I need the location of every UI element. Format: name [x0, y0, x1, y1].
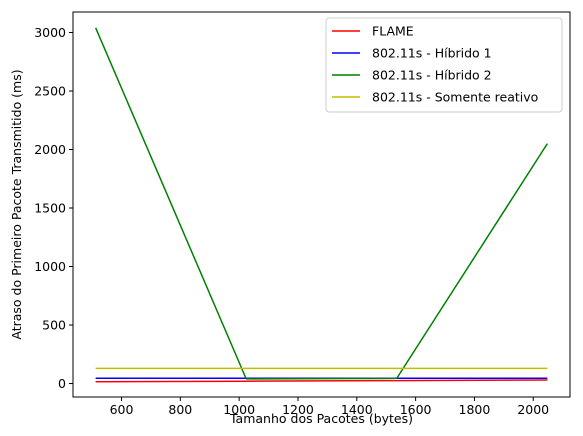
y-tick-label: 2500 — [34, 83, 66, 98]
y-tick-label: 3000 — [34, 25, 66, 40]
legend-label-3: 802.11s - Somente reativo — [372, 90, 538, 105]
x-tick-label: 1800 — [459, 402, 491, 417]
legend-items: FLAME 802.11s - Híbrido 1 802.11s - Híbrid… — [332, 24, 538, 105]
series-line-0 — [95, 379, 548, 383]
y-axis-label: Atraso do Primeiro Pacote Transmitido (m… — [9, 69, 24, 339]
legend-label-1: 802.11s - Híbrido 1 — [372, 46, 492, 61]
legend-label-2: 802.11s - Híbrido 2 — [372, 68, 492, 83]
y-tick-label: 500 — [42, 318, 66, 333]
y-tick-label: 1000 — [34, 259, 66, 274]
x-tick-label: 1600 — [400, 402, 432, 417]
x-tick-label: 600 — [110, 402, 134, 417]
series-line-2 — [94, 27, 548, 380]
x-tick-label: 1000 — [223, 402, 255, 417]
x-axis-label: Tamanho dos Pacotes (bytes) — [229, 411, 413, 426]
y-tick-label: 0 — [58, 376, 66, 391]
legend: FLAME 802.11s - Híbrido 1 802.11s - Híbrid… — [325, 17, 563, 113]
series-layer — [94, 27, 548, 383]
y-tick-label: 2000 — [34, 142, 66, 157]
x-tick-label: 1400 — [341, 402, 373, 417]
legend-frame — [325, 17, 563, 113]
x-tick-label: 800 — [168, 402, 192, 417]
y-axis: 0 500 1000 1500 2000 2500 3000 — [34, 25, 73, 391]
y-tick-label: 1500 — [34, 201, 66, 216]
x-tick-label: 1200 — [282, 402, 314, 417]
plot-area-frame — [72, 11, 571, 398]
legend-label-0: FLAME — [372, 24, 414, 39]
x-tick-label: 2000 — [517, 402, 549, 417]
x-axis: 600 800 1000 1200 1400 1600 1800 2000 — [110, 397, 549, 417]
